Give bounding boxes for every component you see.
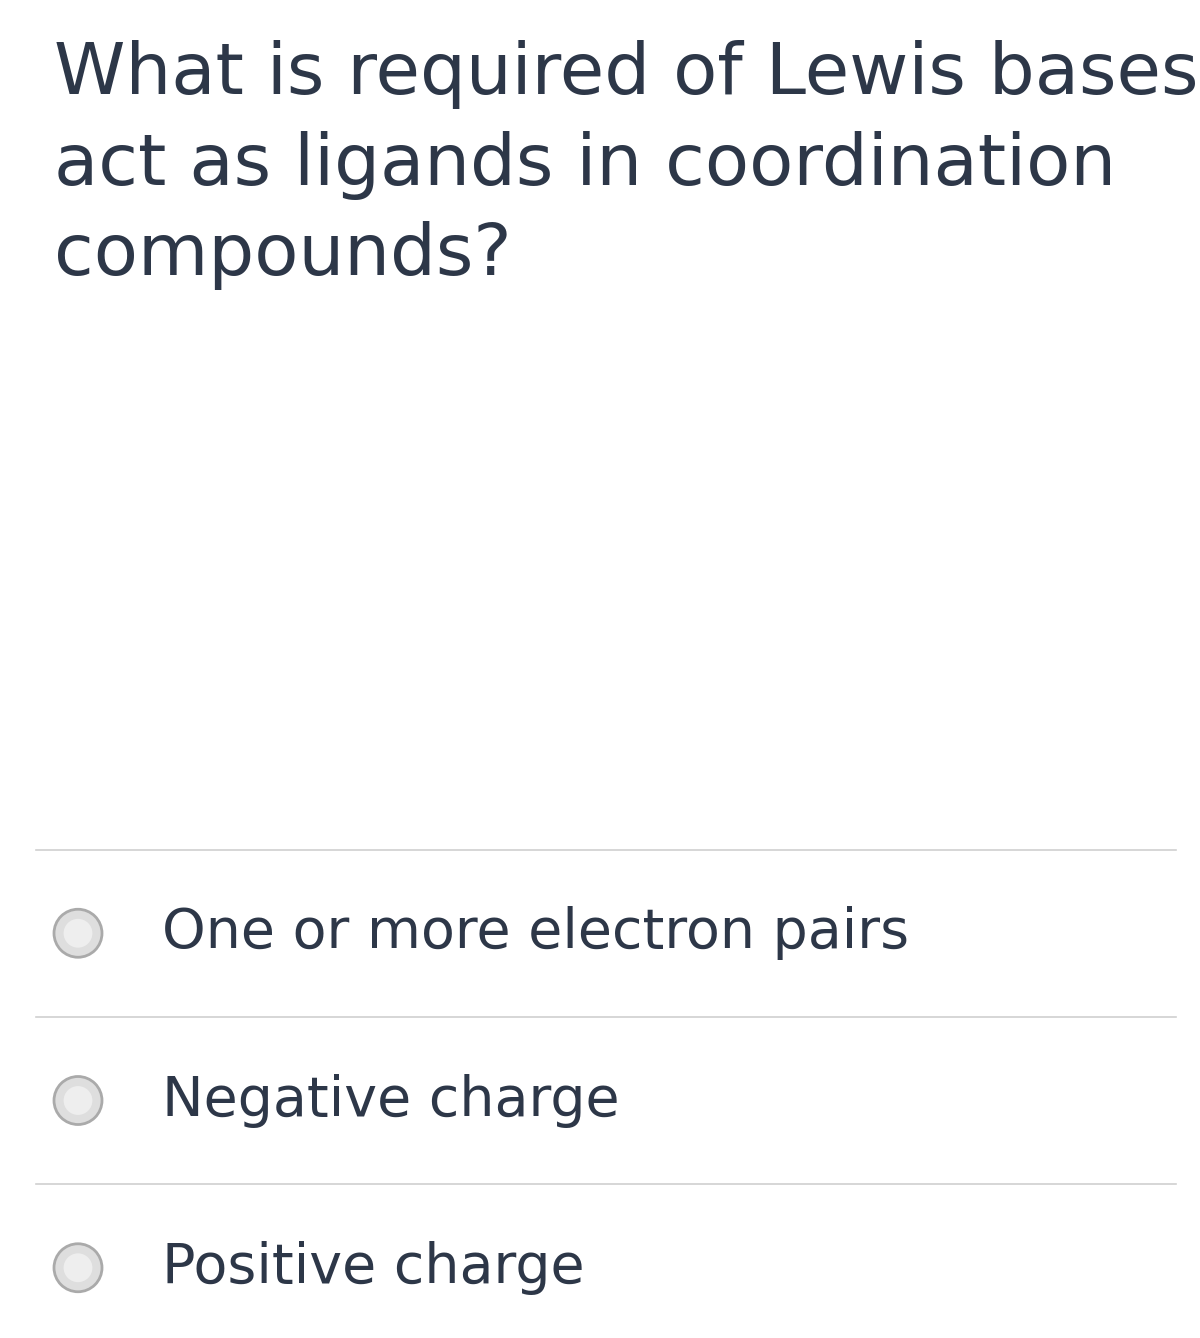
Text: One or more electron pairs: One or more electron pairs	[162, 906, 910, 961]
Circle shape	[64, 1086, 92, 1115]
Text: Positive charge: Positive charge	[162, 1240, 584, 1295]
Text: Negative charge: Negative charge	[162, 1073, 619, 1128]
Circle shape	[64, 1254, 92, 1282]
Text: What is required of Lewis bases to
act as ligands in coordination
compounds?: What is required of Lewis bases to act a…	[54, 40, 1200, 290]
Circle shape	[64, 919, 92, 947]
Circle shape	[54, 910, 102, 957]
Circle shape	[54, 1077, 102, 1124]
Circle shape	[54, 1244, 102, 1291]
